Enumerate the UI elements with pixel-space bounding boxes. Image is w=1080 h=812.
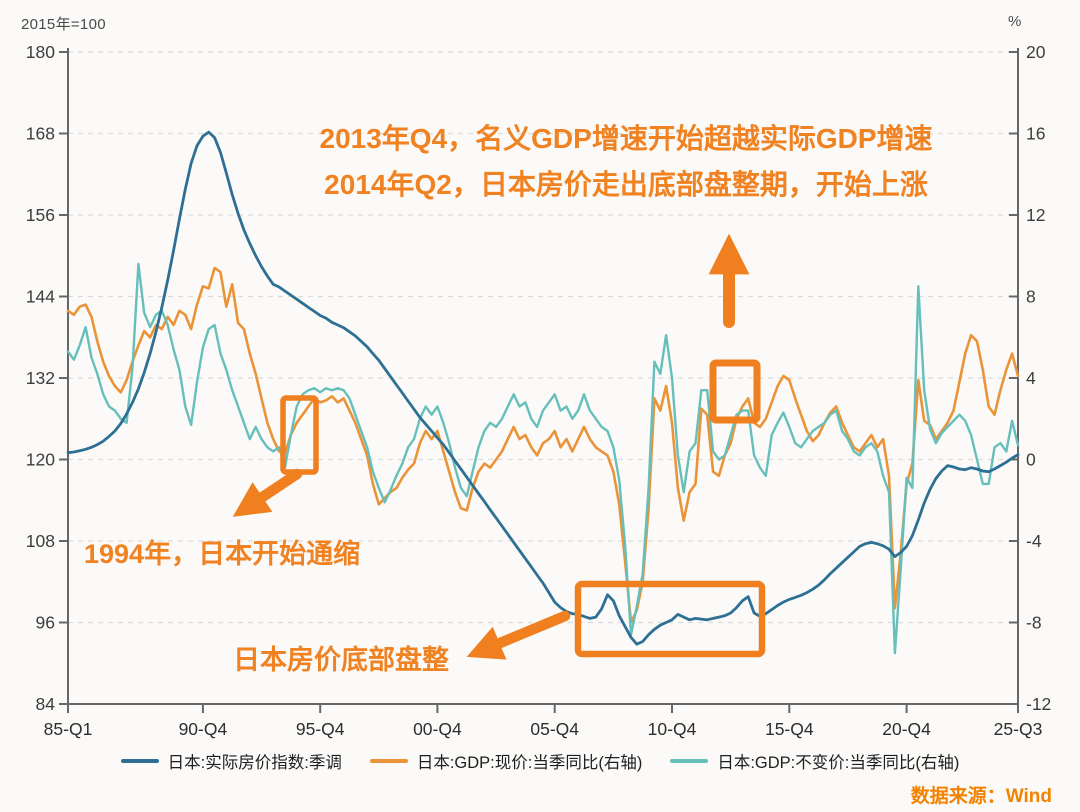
annotation-top-line2: 2014年Q2，日本房价走出底部盘整期，开始上涨	[324, 169, 928, 200]
y-tick-label-left: 132	[26, 368, 55, 388]
x-tick-label: 00-Q4	[413, 719, 462, 739]
legend-label: 日本:GDP:现价:当季同比(右轴)	[416, 754, 643, 772]
x-tick-labels: 85-Q1 90-Q4 95-Q4 00-Q4 05-Q4 10-Q4 15-Q4 20-Q4…	[44, 704, 1043, 739]
y-tick-label-left: 120	[26, 450, 55, 470]
left-axis-unit: 2015年=100	[21, 16, 106, 33]
arrow-downleft-icon	[232, 468, 303, 517]
gridlines	[68, 51, 1018, 624]
right-tick-labels: 20 16 12 8 4 0 -4 -8 -12	[1009, 42, 1051, 714]
legend-swatch-orange	[369, 759, 408, 763]
legend-item-real-gdp: 日本:GDP:不变价:当季同比(右轴)	[670, 749, 959, 773]
series-line-2	[66, 262, 1020, 655]
y-tick-label-right: 20	[1026, 42, 1046, 62]
y-tick-label-right: -8	[1026, 613, 1042, 633]
highlight-box-2013	[709, 359, 761, 424]
x-tick-label: 95-Q4	[296, 719, 345, 739]
legend-swatch-blue	[120, 759, 159, 763]
series-line-0	[66, 130, 1020, 646]
legend: 日本:实际房价指数:季调 日本:GDP:现价:当季同比(右轴) 日本:GDP:不…	[0, 749, 1080, 773]
y-tick-label-left: 84	[36, 694, 56, 714]
x-tick-label: 10-Q4	[648, 719, 697, 739]
y-tick-label-right: 16	[1026, 124, 1045, 144]
annotation-top: 2013年Q4，名义GDP增速开始超越实际GDP增速 2014年Q2，日本房价走…	[270, 116, 982, 208]
y-tick-label-right: -12	[1026, 694, 1051, 714]
y-tick-label-left: 144	[26, 287, 55, 307]
y-tick-label-left: 96	[36, 613, 55, 633]
x-tick-label: 25-Q3	[994, 719, 1043, 739]
arrow-left-icon	[466, 610, 571, 660]
y-tick-label-left: 168	[26, 124, 55, 144]
y-tick-label-right: -4	[1026, 531, 1042, 551]
x-tick-label: 15-Q4	[765, 719, 814, 739]
series-line-1	[66, 266, 1020, 624]
x-tick-label: 90-Q4	[179, 719, 228, 739]
x-tick-label: 05-Q4	[530, 719, 579, 739]
y-tick-label-left: 156	[26, 205, 55, 225]
y-tick-label-right: 0	[1026, 450, 1036, 470]
y-tick-label-left: 180	[26, 42, 55, 62]
highlight-box-bottom	[574, 580, 766, 658]
legend-label: 日本:实际房价指数:季调	[167, 754, 342, 772]
annotation-deflation: 1994年，日本开始通缩	[84, 539, 361, 569]
right-axis-unit: %	[1008, 13, 1022, 30]
y-tick-label-left: 108	[26, 531, 55, 551]
y-tick-label-right: 8	[1026, 287, 1036, 307]
legend-label: 日本:GDP:不变价:当季同比(右轴)	[717, 754, 960, 772]
y-tick-label-right: 12	[1026, 205, 1045, 225]
y-tick-label-right: 4	[1026, 368, 1036, 388]
x-tick-label: 85-Q1	[44, 719, 93, 739]
annotation-bottom: 日本房价底部盘整	[233, 645, 449, 675]
x-tick-label: 20-Q4	[882, 719, 931, 739]
left-tick-labels: 180 168 156 144 132 120 108 96 84	[26, 42, 68, 714]
legend-item-house-price: 日本:实际房价指数:季调	[120, 749, 342, 773]
annotation-top-line1: 2013年Q4，名义GDP增速开始超越实际GDP增速	[319, 123, 933, 154]
data-source: 数据来源：Wind	[910, 786, 1052, 807]
highlight-box-1994	[280, 395, 319, 475]
legend-swatch-teal	[670, 759, 709, 763]
legend-item-nominal-gdp: 日本:GDP:现价:当季同比(右轴)	[369, 749, 643, 773]
